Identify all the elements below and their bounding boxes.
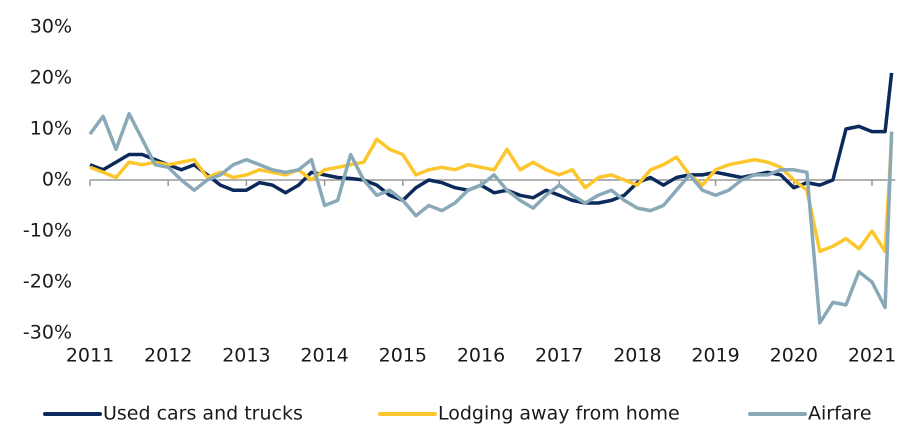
x-tick-label: 2014 bbox=[300, 345, 348, 367]
legend-label: Airfare bbox=[808, 403, 872, 425]
legend-label: Lodging away from home bbox=[438, 403, 680, 425]
x-tick-label: 2011 bbox=[66, 345, 114, 367]
y-tick-label: 0% bbox=[42, 169, 72, 191]
x-tick-label: 2015 bbox=[379, 345, 427, 367]
x-tick-label: 2020 bbox=[770, 345, 818, 367]
y-tick-label: 10% bbox=[30, 118, 72, 140]
x-tick-label: 2017 bbox=[535, 345, 583, 367]
series-line bbox=[88, 111, 894, 325]
x-tick-label: 2012 bbox=[144, 345, 192, 367]
series-line bbox=[89, 72, 894, 205]
y-tick-label: -10% bbox=[23, 220, 72, 242]
x-tick-label: 2019 bbox=[691, 345, 739, 367]
x-tick-label: 2021 bbox=[848, 345, 896, 367]
series-line bbox=[89, 137, 894, 254]
y-tick-label: 30% bbox=[30, 16, 72, 38]
y-tick-label: -30% bbox=[23, 322, 72, 344]
y-tick-label: -20% bbox=[23, 271, 72, 293]
x-tick-label: 2018 bbox=[613, 345, 661, 367]
x-tick-label: 2013 bbox=[222, 345, 270, 367]
y-tick-label: 20% bbox=[30, 67, 72, 89]
x-tick-label: 2016 bbox=[457, 345, 505, 367]
legend-label: Used cars and trucks bbox=[103, 403, 303, 425]
